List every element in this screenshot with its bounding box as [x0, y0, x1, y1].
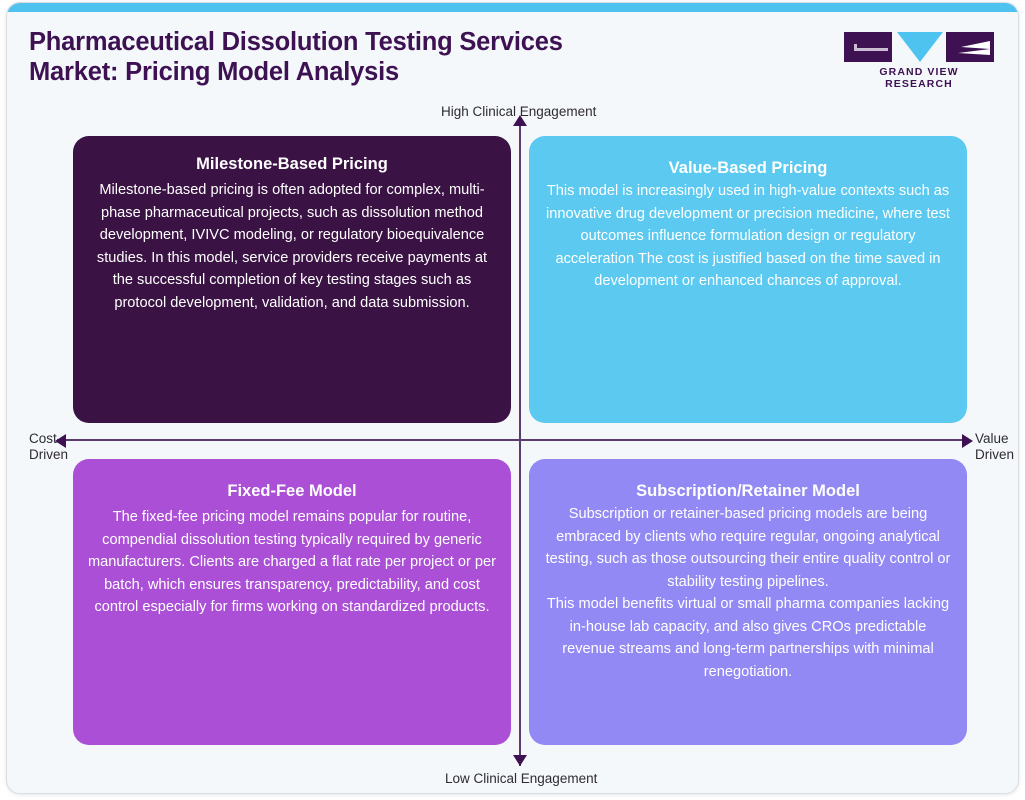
quadrant-body: The fixed-fee pricing model remains popu…: [87, 509, 496, 615]
axis-label-right: Value Driven: [975, 431, 1015, 462]
quadrant-title: Subscription/Retainer Model: [636, 482, 860, 500]
quadrant-title: Value-Based Pricing: [668, 159, 828, 177]
axis-label-bottom: Low Clinical Engagement: [445, 771, 598, 786]
quadrant-value-based-pricing: Value-Based Pricing This model is increa…: [529, 136, 967, 423]
logo-arrow-icon: [958, 41, 990, 55]
quadrant-body: This model is increasingly used in high-…: [546, 183, 950, 289]
page-title: Pharmaceutical Dissolution Testing Servi…: [29, 28, 563, 86]
axis-arrow-left-icon: [55, 434, 66, 448]
logo-v-triangle-icon: [897, 32, 943, 62]
header: Pharmaceutical Dissolution Testing Servi…: [7, 12, 1018, 96]
logo-r-block-icon: [946, 32, 994, 62]
horizontal-axis-line: [57, 439, 965, 441]
axis-label-left: Cost Driven: [29, 431, 69, 462]
content-panel: Pharmaceutical Dissolution Testing Servi…: [6, 2, 1019, 794]
axis-arrow-up-icon: [513, 115, 527, 126]
quadrant-title: Milestone-Based Pricing: [196, 155, 388, 173]
axis-label-top: High Clinical Engagement: [441, 104, 597, 119]
quadrant-body: Subscription or retainer-based pricing m…: [545, 506, 951, 680]
logo-g-block-icon: [844, 32, 892, 62]
quadrant-subscription-retainer-model: Subscription/Retainer Model Subscription…: [529, 459, 967, 745]
logo-marks: [844, 30, 994, 63]
quadrant-body: Milestone-based pricing is often adopted…: [96, 182, 488, 311]
top-accent-bar: [7, 3, 1018, 12]
quadrant-milestone-based-pricing: Milestone-Based Pricing Milestone-based …: [73, 136, 511, 423]
quadrant-title: Fixed-Fee Model: [227, 482, 357, 500]
quadrant-fixed-fee-model: Fixed-Fee Model The fixed-fee pricing mo…: [73, 459, 511, 745]
brand-logo: GRAND VIEW RESEARCH: [844, 30, 994, 90]
axis-arrow-down-icon: [513, 755, 527, 766]
axis-arrow-right-icon: [962, 434, 973, 448]
logo-wordmark: GRAND VIEW RESEARCH: [879, 66, 959, 90]
vertical-axis-line: [519, 118, 521, 766]
